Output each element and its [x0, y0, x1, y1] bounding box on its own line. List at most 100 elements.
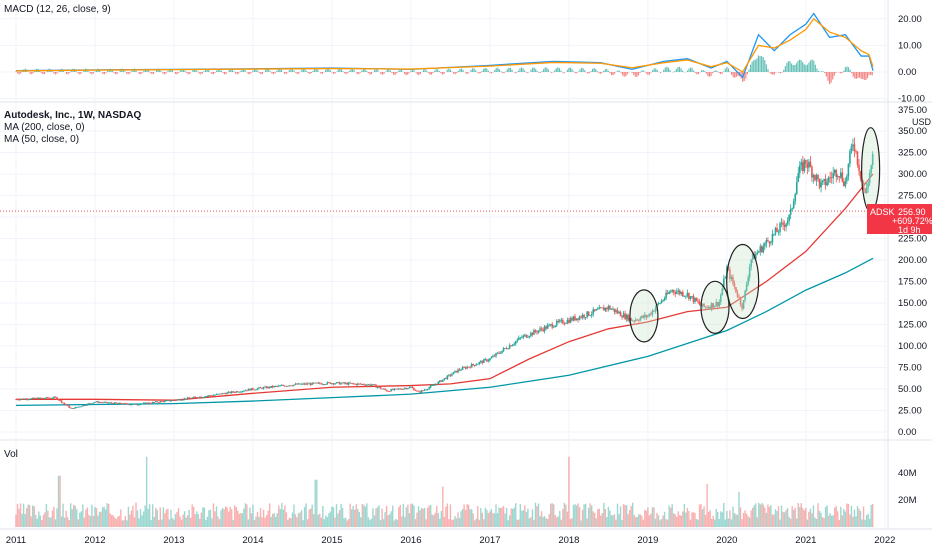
- volume-bar: [144, 505, 146, 527]
- ma200-label[interactable]: MA (200, close, 0): [4, 122, 85, 133]
- candle-body: [651, 310, 654, 315]
- candle-body: [273, 386, 276, 388]
- candle-body: [795, 182, 798, 195]
- candle-body: [50, 397, 52, 399]
- volume-bar: [799, 507, 801, 527]
- volume-bar: [48, 517, 51, 527]
- candle-body: [546, 325, 549, 329]
- volume-bar: [98, 511, 101, 527]
- volume-bar: [411, 503, 414, 527]
- volume-bar: [436, 505, 438, 527]
- volume-bar: [100, 511, 102, 527]
- volume-bar: [727, 518, 730, 527]
- candle-body: [419, 391, 421, 393]
- candle-body: [808, 161, 810, 168]
- volume-bar: [808, 511, 810, 527]
- volume-bar: [88, 514, 90, 527]
- candle-body: [138, 404, 140, 406]
- candle-body: [706, 306, 708, 308]
- candle-body: [397, 388, 400, 390]
- volume-bar: [820, 512, 822, 527]
- candle-body: [150, 403, 152, 404]
- macd-panel-label[interactable]: MACD (12, 26, close, 9): [4, 4, 111, 15]
- symbol-title[interactable]: Autodesk, Inc., 1W, NASDAQ: [4, 110, 142, 121]
- candle-body: [685, 295, 687, 297]
- volume-bar: [512, 508, 514, 527]
- volume-label[interactable]: Vol: [4, 449, 18, 460]
- candle-body: [435, 384, 438, 386]
- candle-body: [440, 380, 443, 382]
- volume-bar: [337, 513, 339, 527]
- volume-bar: [759, 504, 761, 527]
- candle-body: [466, 366, 468, 369]
- ma50-label[interactable]: MA (50, close, 0): [4, 134, 80, 145]
- x-tick-label: 2012: [84, 535, 105, 546]
- candle-body: [218, 393, 221, 395]
- candle-body: [580, 316, 582, 318]
- candle-body: [382, 388, 385, 390]
- volume-bar: [581, 509, 584, 527]
- candle-body: [820, 182, 822, 188]
- volume-bar: [117, 516, 119, 527]
- volume-bar: [663, 511, 666, 527]
- candle-body: [858, 164, 860, 172]
- candle-body: [467, 366, 470, 368]
- candle-body: [322, 384, 324, 386]
- candle-body: [850, 146, 853, 152]
- volume-bar: [566, 511, 569, 527]
- candle-body: [344, 382, 347, 384]
- volume-bar: [118, 515, 120, 527]
- candle-body: [338, 382, 341, 385]
- volume-bar: [354, 509, 356, 527]
- candle-body: [129, 404, 131, 406]
- candle-body: [393, 388, 396, 390]
- candle-body: [244, 390, 247, 392]
- volume-bar: [56, 508, 58, 527]
- candle-body: [768, 241, 771, 244]
- candle-body: [224, 393, 227, 395]
- candle-body: [282, 385, 285, 386]
- candle-body: [727, 266, 730, 270]
- candle-body: [249, 388, 251, 391]
- candle-body: [505, 348, 508, 349]
- volume-bar: [170, 509, 172, 527]
- volume-bar: [707, 511, 710, 527]
- candle-body: [206, 395, 209, 397]
- candle-body: [407, 388, 409, 390]
- candle-body: [603, 307, 605, 311]
- volume-bar: [197, 514, 199, 527]
- candle-body: [496, 352, 499, 354]
- candle-body: [323, 384, 326, 386]
- volume-bar: [648, 515, 651, 527]
- candle-body: [528, 336, 531, 337]
- volume-bar: [139, 508, 142, 527]
- candle-body: [226, 392, 228, 395]
- volume-bar: [308, 509, 310, 527]
- volume-bar: [243, 508, 245, 527]
- candle-body: [663, 298, 666, 301]
- volume-bar: [676, 516, 678, 527]
- x-tick-label: 2016: [400, 535, 421, 546]
- volume-bar: [717, 512, 719, 527]
- candle-body: [85, 405, 87, 407]
- volume-bar: [761, 503, 763, 527]
- candle-body: [683, 295, 686, 297]
- volume-bar: [381, 508, 383, 527]
- candle-body: [463, 367, 465, 369]
- volume-bar: [493, 513, 496, 527]
- candle-body: [830, 177, 833, 179]
- ellipse-annotations[interactable]: [629, 127, 881, 343]
- volume-bar: [270, 516, 272, 527]
- currency-label: USD: [912, 117, 932, 127]
- volume-bar: [682, 511, 684, 527]
- volume-bar: [136, 510, 139, 527]
- price-tick-label: 0.00: [898, 427, 917, 438]
- volume-bar: [106, 503, 108, 527]
- candle-body: [37, 397, 40, 400]
- candle-body: [139, 404, 142, 405]
- volume-bar: [114, 517, 116, 527]
- candle-body: [691, 296, 693, 297]
- candle-body: [551, 324, 553, 328]
- candle-body: [552, 326, 555, 328]
